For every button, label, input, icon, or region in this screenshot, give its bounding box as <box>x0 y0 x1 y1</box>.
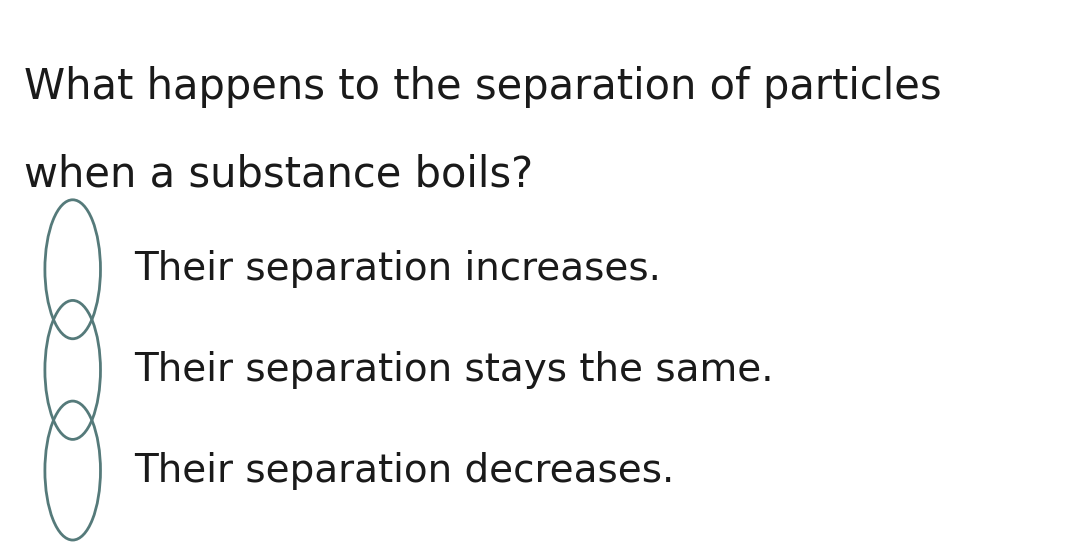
Text: Their separation stays the same.: Their separation stays the same. <box>134 351 773 389</box>
Text: What happens to the separation of particles: What happens to the separation of partic… <box>24 66 941 108</box>
Text: Their separation decreases.: Their separation decreases. <box>134 452 673 490</box>
Text: when a substance boils?: when a substance boils? <box>24 153 532 195</box>
Text: Their separation increases.: Their separation increases. <box>134 250 661 288</box>
